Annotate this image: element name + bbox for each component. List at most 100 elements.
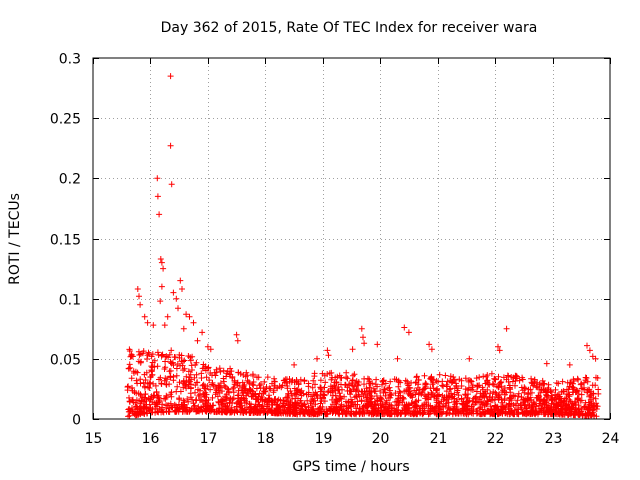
data-point bbox=[412, 409, 419, 416]
data-point bbox=[216, 405, 223, 412]
data-point bbox=[353, 393, 360, 400]
data-point bbox=[593, 400, 600, 407]
data-point bbox=[246, 409, 253, 416]
data-point bbox=[423, 381, 430, 388]
data-point bbox=[413, 411, 420, 417]
data-point bbox=[143, 369, 150, 376]
data-point bbox=[508, 410, 515, 416]
data-point bbox=[301, 378, 308, 385]
data-point bbox=[260, 405, 267, 412]
data-point bbox=[574, 395, 581, 401]
data-point bbox=[319, 388, 325, 395]
data-point bbox=[455, 392, 462, 399]
data-point bbox=[347, 402, 354, 409]
data-point bbox=[229, 396, 236, 403]
data-point bbox=[137, 351, 144, 357]
data-point bbox=[571, 378, 577, 384]
data-point bbox=[360, 334, 366, 341]
data-point bbox=[317, 386, 324, 392]
data-point bbox=[274, 384, 281, 391]
data-point bbox=[167, 374, 174, 380]
data-point bbox=[312, 411, 319, 418]
data-point bbox=[255, 374, 262, 381]
data-point bbox=[478, 398, 484, 405]
data-point bbox=[439, 382, 446, 389]
data-point bbox=[458, 377, 465, 384]
data-point bbox=[462, 391, 469, 398]
data-point bbox=[477, 404, 484, 411]
data-point bbox=[558, 399, 565, 406]
data-point bbox=[136, 352, 143, 358]
data-point bbox=[538, 405, 545, 412]
data-point bbox=[250, 372, 257, 379]
data-point bbox=[451, 377, 458, 383]
data-point bbox=[293, 379, 300, 386]
data-point bbox=[177, 277, 184, 284]
data-point bbox=[509, 378, 516, 385]
data-point bbox=[387, 387, 394, 394]
data-point bbox=[189, 367, 195, 373]
data-point bbox=[482, 380, 489, 387]
x-tick-label: 17 bbox=[200, 431, 218, 447]
data-point bbox=[192, 389, 198, 396]
data-point bbox=[195, 393, 202, 399]
data-point bbox=[558, 410, 565, 416]
x-axis-tick-labels: 15 16 17 18 19 20 21 22 23 24 bbox=[85, 431, 620, 447]
data-point bbox=[358, 397, 365, 404]
data-point bbox=[250, 390, 257, 397]
data-point bbox=[151, 357, 158, 364]
data-point bbox=[262, 397, 269, 403]
data-point bbox=[166, 381, 173, 388]
data-point bbox=[350, 401, 357, 408]
data-point bbox=[199, 329, 206, 336]
y-tick-label: 0.1 bbox=[59, 293, 81, 309]
data-point bbox=[256, 409, 263, 416]
data-point bbox=[466, 377, 473, 383]
data-point bbox=[170, 289, 177, 296]
data-point bbox=[317, 377, 324, 384]
data-point bbox=[132, 412, 139, 419]
data-point bbox=[563, 395, 570, 401]
data-point bbox=[148, 353, 155, 360]
data-point bbox=[560, 388, 567, 395]
data-point bbox=[264, 403, 271, 410]
data-point bbox=[464, 406, 471, 413]
data-point bbox=[473, 388, 480, 395]
data-point bbox=[491, 406, 498, 413]
data-point bbox=[429, 381, 436, 388]
data-point bbox=[159, 406, 165, 413]
data-point bbox=[137, 301, 144, 308]
data-point bbox=[183, 385, 190, 392]
data-point bbox=[382, 380, 389, 387]
data-point bbox=[505, 373, 512, 379]
data-point bbox=[533, 409, 540, 416]
data-point bbox=[545, 393, 552, 400]
data-point bbox=[322, 379, 329, 386]
data-point bbox=[168, 347, 175, 354]
data-point bbox=[141, 313, 148, 320]
data-point bbox=[584, 406, 591, 413]
data-point bbox=[371, 388, 378, 395]
data-point bbox=[447, 373, 454, 380]
data-point bbox=[495, 396, 502, 403]
data-point bbox=[503, 376, 510, 383]
x-tick-label: 16 bbox=[142, 431, 160, 447]
data-point bbox=[161, 395, 167, 402]
data-point bbox=[220, 378, 227, 385]
data-point bbox=[129, 385, 136, 392]
data-point bbox=[344, 375, 351, 382]
data-point bbox=[168, 181, 175, 188]
data-point bbox=[586, 401, 593, 408]
data-point bbox=[144, 352, 151, 359]
data-point bbox=[250, 379, 257, 385]
data-point bbox=[511, 407, 518, 414]
data-point bbox=[575, 409, 581, 416]
data-point bbox=[400, 394, 406, 401]
data-point bbox=[442, 372, 449, 379]
data-point bbox=[382, 392, 389, 399]
data-point bbox=[363, 402, 370, 409]
data-point bbox=[524, 410, 531, 417]
data-point bbox=[421, 392, 428, 399]
data-point bbox=[515, 409, 522, 416]
data-point bbox=[230, 384, 237, 391]
